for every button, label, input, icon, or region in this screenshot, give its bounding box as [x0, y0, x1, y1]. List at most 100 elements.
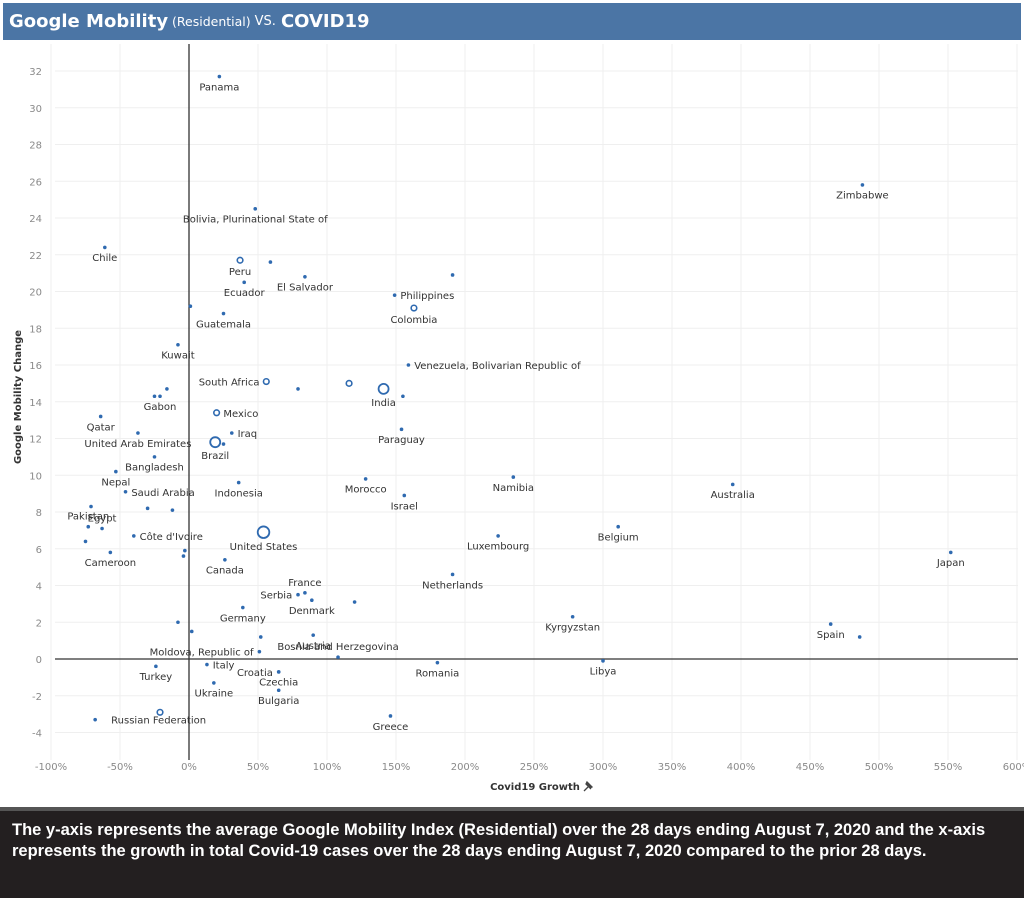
point-unlabeled[interactable] [268, 260, 273, 264]
x-tick-label: 450% [796, 762, 825, 773]
point-el-salvador[interactable] [303, 275, 307, 279]
x-tick-label: 200% [451, 762, 480, 773]
point-belgium[interactable] [616, 524, 620, 529]
point-serbia[interactable] [296, 592, 300, 597]
point-unlabeled[interactable] [296, 387, 300, 391]
point-unlabeled[interactable] [156, 708, 164, 716]
point-unlabeled[interactable] [165, 387, 169, 391]
y-tick-label: 16 [29, 361, 42, 372]
point-bangladesh[interactable] [152, 455, 157, 459]
point-guatemala[interactable] [221, 311, 226, 316]
point-peru[interactable] [236, 256, 244, 264]
y-tick-label: 22 [29, 251, 42, 262]
y-tick-label: 8 [36, 508, 42, 519]
point-spain[interactable] [828, 622, 833, 626]
point-italy[interactable] [205, 662, 209, 667]
point-paraguay[interactable] [399, 427, 404, 432]
pin-icon[interactable] [583, 780, 594, 792]
point-germany[interactable] [241, 605, 245, 610]
point-namibia[interactable] [511, 475, 516, 479]
point-france[interactable] [303, 591, 307, 595]
point-label: Venezuela, Bolivarian Republic of [414, 361, 581, 372]
point-libya[interactable] [601, 659, 605, 663]
x-tick-label: -50% [107, 762, 133, 773]
point-romania[interactable] [435, 660, 440, 665]
point-label: Spain [817, 630, 845, 641]
point-unlabeled[interactable] [450, 273, 455, 277]
point-russian-federation[interactable] [93, 717, 97, 722]
point-unlabeled[interactable] [857, 635, 862, 639]
point-turkey[interactable] [154, 664, 158, 669]
point-unlabeled[interactable] [181, 554, 186, 558]
point-indonesia[interactable] [236, 480, 241, 485]
point-unlabeled[interactable] [176, 620, 180, 625]
point-unlabeled[interactable] [183, 548, 187, 553]
point-label: Serbia [260, 591, 292, 602]
point-nepal[interactable] [114, 469, 118, 474]
point-unlabeled[interactable] [221, 442, 226, 446]
point-south-africa[interactable] [262, 377, 270, 386]
point-bolivia-plurinational-state-of[interactable] [253, 207, 258, 211]
point-unlabeled[interactable] [352, 600, 357, 604]
point-pakistan[interactable] [86, 524, 91, 529]
point-unlabeled[interactable] [152, 394, 157, 399]
point-morocco[interactable] [363, 477, 368, 481]
x-axis-title: Covid19 Growth [490, 782, 580, 793]
point-brazil[interactable] [209, 436, 222, 449]
point-japan[interactable] [948, 550, 953, 555]
point-label: Germany [220, 613, 266, 624]
point-unlabeled[interactable] [258, 635, 263, 639]
point-gabon[interactable] [158, 394, 162, 399]
point-unlabeled[interactable] [83, 539, 88, 544]
point-bosnia-and-herzegovina[interactable] [336, 655, 340, 659]
point-bulgaria[interactable] [276, 688, 281, 693]
point-c-te-d-ivoire[interactable] [132, 534, 136, 538]
point-cameroon[interactable] [108, 550, 113, 555]
footer-divider [0, 807, 1024, 811]
point-unlabeled[interactable] [188, 304, 193, 309]
point-india[interactable] [377, 382, 390, 395]
point-australia[interactable] [730, 482, 735, 487]
point-label: Bosnia and Herzegovina [277, 642, 398, 653]
point-austria[interactable] [311, 633, 316, 637]
point-label: El Salvador [277, 283, 334, 294]
point-greece[interactable] [388, 714, 393, 718]
point-philippines[interactable] [392, 293, 397, 297]
point-unlabeled[interactable] [170, 508, 175, 512]
point-denmark[interactable] [310, 598, 314, 602]
y-tick-label: 0 [36, 655, 42, 666]
point-qatar[interactable] [98, 414, 103, 419]
point-venezuela-bolivarian-republic-of[interactable] [406, 363, 411, 367]
point-colombia[interactable] [410, 304, 418, 312]
point-israel[interactable] [402, 493, 407, 498]
point-ukraine[interactable] [212, 681, 216, 685]
point-saudi-arabia[interactable] [123, 489, 128, 494]
point-panama[interactable] [217, 74, 222, 79]
point-unlabeled[interactable] [345, 379, 353, 387]
point-kuwait[interactable] [176, 342, 180, 347]
point-iraq[interactable] [229, 431, 234, 435]
point-united-arab-emirates[interactable] [136, 431, 140, 435]
point-czechia[interactable] [276, 670, 281, 674]
point-label: Côte d'Ivoire [140, 531, 203, 543]
point-mexico[interactable] [213, 409, 221, 417]
point-ecuador[interactable] [242, 280, 246, 285]
point-chile[interactable] [103, 245, 107, 250]
point-zimbabwe[interactable] [860, 183, 865, 187]
point-netherlands[interactable] [450, 572, 455, 577]
point-canada[interactable] [223, 557, 227, 562]
point-kyrgyzstan[interactable] [570, 614, 575, 619]
point-unlabeled[interactable] [189, 629, 194, 634]
point-unlabeled[interactable] [145, 506, 150, 511]
point-unlabeled[interactable] [401, 394, 405, 399]
point-united-states[interactable] [256, 525, 271, 539]
point-egypt[interactable] [100, 526, 104, 531]
point-moldova-republic-of[interactable] [257, 649, 262, 654]
point-label: South Africa [199, 378, 260, 389]
point-luxembourg[interactable] [496, 534, 500, 538]
x-tick-label: 0% [181, 762, 197, 773]
point-unlabeled[interactable] [89, 504, 93, 509]
point-label: United States [230, 542, 298, 553]
x-tick-label: 50% [247, 762, 269, 773]
